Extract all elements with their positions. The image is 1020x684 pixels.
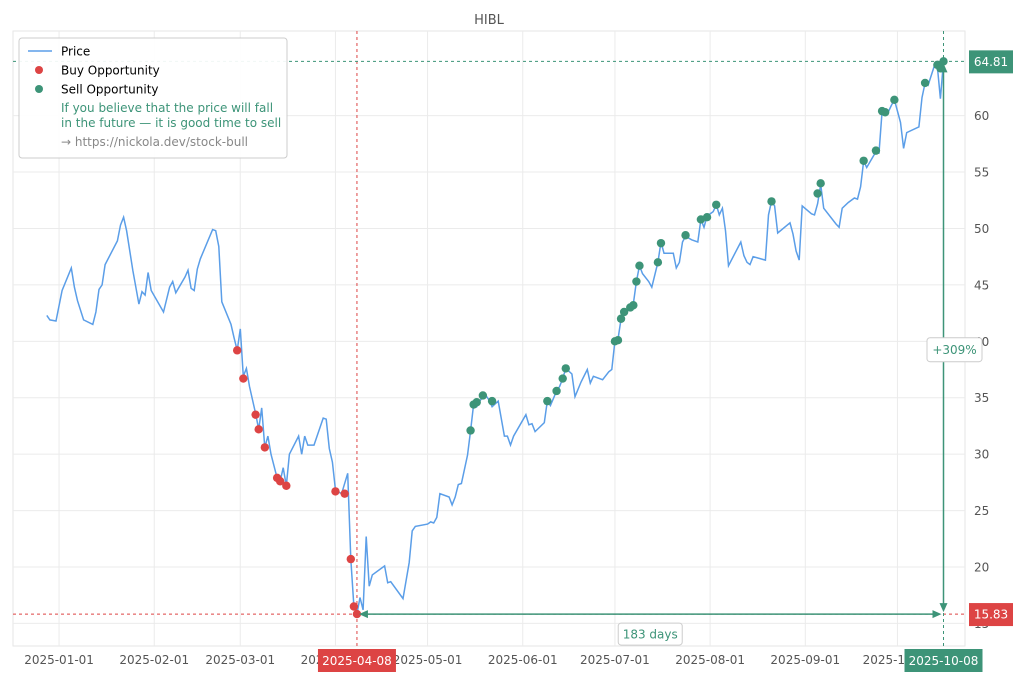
x-tick-label: 2025-08-01: [675, 653, 745, 667]
legend-buy-swatch: [35, 66, 43, 74]
gain-arrow-head-down: [939, 603, 948, 613]
sell-opportunity-point: [920, 78, 930, 88]
gain-arrow-head-up: [939, 63, 948, 73]
buy-opportunity-point: [352, 609, 362, 619]
sell-opportunity-point: [487, 396, 497, 406]
sell-opportunity-point: [939, 57, 948, 66]
low-date-badge: [317, 649, 396, 672]
sell-opportunity-points: [466, 57, 948, 435]
buy-opportunity-point: [251, 410, 260, 419]
sell-opportunity-point: [702, 212, 712, 222]
x-tick-label: 2025-01-01: [24, 653, 94, 667]
sell-opportunity-point: [558, 374, 567, 383]
legend-price-label: Price: [61, 45, 90, 59]
gain-label-box: [926, 337, 983, 363]
legend-link[interactable]: → https://nickola.dev/stock-bull: [61, 135, 248, 149]
sell-opportunity-point: [653, 258, 663, 267]
sell-opportunity-point: [813, 189, 822, 198]
y-tick-label: 60: [974, 109, 989, 123]
high-value-badge: [969, 50, 1013, 74]
x-tick-label: 2025-03-01: [205, 653, 275, 667]
buy-opportunity-point: [260, 443, 270, 452]
x-axis-ticks: 2025-01-012025-02-012025-03-012025-04-01…: [24, 653, 932, 667]
sell-opportunity-point: [656, 238, 666, 248]
x-tick-label: 2025-02-01: [119, 653, 189, 667]
buy-opportunity-point: [275, 477, 285, 486]
duration-arrow-head-right: [932, 610, 942, 619]
sell-opportunity-point: [871, 146, 881, 155]
sell-opportunity-point: [472, 398, 481, 407]
duration-arrow-head-left: [358, 610, 368, 619]
sell-opportunity-point: [635, 261, 644, 270]
sell-opportunity-point: [552, 386, 561, 396]
high-date-badge: [904, 649, 983, 672]
buy-opportunity-point: [282, 481, 291, 490]
sell-opportunity-point: [543, 396, 552, 406]
sell-opportunity-point: [629, 301, 638, 310]
high-date-label: 2025-10-08: [909, 654, 979, 668]
low-date-label: 2025-04-08: [322, 654, 392, 668]
buy-opportunity-point: [340, 489, 349, 498]
legend: Price Buy Opportunity Sell Opportunity I…: [18, 37, 288, 159]
y-tick-label: 25: [974, 504, 989, 518]
chart-title: HIBL: [474, 13, 505, 28]
sell-opportunity-point: [816, 179, 825, 188]
sell-opportunity-point: [619, 307, 629, 317]
gain-label: +309%: [932, 343, 976, 357]
sell-opportunity-point: [478, 391, 488, 400]
y-tick-label: 45: [974, 278, 989, 292]
sell-opportunity-point: [880, 108, 890, 117]
y-tick-label: 50: [974, 222, 989, 236]
sell-opportunity-point: [561, 364, 570, 373]
x-tick-label: 2025-05-01: [393, 653, 463, 667]
y-axis-ticks: 15202530354045505560: [974, 109, 989, 631]
y-tick-label: 20: [974, 561, 989, 575]
sell-opportunity-point: [890, 95, 899, 105]
buy-opportunity-point: [232, 346, 242, 355]
sell-opportunity-point: [681, 231, 690, 240]
buy-opportunity-point: [346, 554, 356, 564]
x-tick-label: 2025-09-01: [770, 653, 840, 667]
sell-opportunity-point: [613, 335, 623, 345]
legend-sell-label: Sell Opportunity: [61, 83, 159, 97]
sell-opportunity-point: [616, 314, 626, 323]
high-value-label: 64.81: [974, 55, 1008, 69]
x-tick-label: 2025-06-01: [488, 653, 558, 667]
legend-sell-swatch: [35, 85, 43, 93]
sell-opportunity-point: [859, 156, 868, 165]
duration-label-box: [617, 622, 683, 646]
buy-opportunity-point: [331, 487, 340, 496]
buy-opportunity-point: [239, 374, 248, 383]
buy-opportunity-point: [254, 425, 263, 434]
sell-opportunity-point: [466, 426, 475, 435]
x-tick-label: 2025-07-01: [580, 653, 650, 667]
buy-opportunity-point: [349, 602, 359, 611]
y-tick-label: 35: [974, 391, 989, 405]
y-tick-label: 55: [974, 166, 989, 180]
sell-opportunity-point: [712, 200, 721, 209]
low-value-badge: [969, 603, 1013, 627]
sell-opportunity-point: [767, 197, 776, 206]
y-tick-label: 30: [974, 448, 989, 462]
annotations: 183 days +309% 64.81 15.83 2025-04-08 2025-10…: [317, 50, 1013, 672]
price-series-line: [46, 61, 945, 617]
legend-box: [18, 37, 288, 159]
low-value-label: 15.83: [974, 608, 1008, 622]
legend-note-line-2: in the future — it is good time to sell: [61, 116, 281, 130]
duration-label: 183 days: [623, 628, 678, 642]
legend-buy-label: Buy Opportunity: [61, 64, 160, 78]
sell-opportunity-point: [632, 277, 641, 286]
legend-note-line-1: If you believe that the price will fall: [61, 101, 273, 115]
buy-opportunity-points: [232, 346, 362, 619]
